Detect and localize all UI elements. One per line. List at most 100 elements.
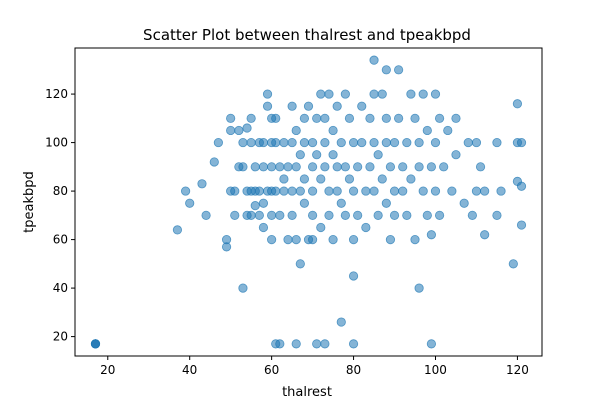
scatter-point — [353, 162, 363, 172]
scatter-point — [221, 242, 232, 252]
scatter-point — [271, 113, 281, 123]
x-tick-label: 60 — [264, 363, 279, 377]
scatter-point — [287, 210, 297, 220]
scatter-point — [295, 150, 305, 160]
scatter-point — [418, 186, 428, 196]
scatter-point — [516, 137, 527, 148]
scatter-point — [414, 162, 424, 172]
scatter-point — [258, 162, 269, 172]
scatter-point — [340, 89, 350, 99]
scatter-point — [336, 317, 346, 327]
scatter-point — [328, 234, 338, 245]
scatter-point — [307, 137, 318, 148]
scatter-point — [320, 137, 330, 148]
scatter-point — [287, 101, 297, 111]
scatter-point — [430, 137, 441, 148]
scatter-point — [398, 186, 408, 196]
scatter-point — [246, 137, 256, 148]
scatter-point — [303, 101, 314, 111]
scatter-point — [271, 186, 281, 196]
scatter-point — [512, 99, 523, 109]
scatter-point — [328, 150, 338, 160]
scatter-point — [492, 210, 502, 220]
y-tick-label: 100 — [45, 136, 68, 150]
scatter-point — [385, 162, 396, 172]
scatter-point — [258, 222, 269, 233]
scatter-point — [307, 186, 318, 196]
scatter-point — [209, 157, 219, 167]
x-tick-label: 100 — [424, 363, 447, 377]
scatter-point — [398, 162, 408, 172]
scatter-point — [447, 186, 457, 196]
scatter-point — [246, 210, 256, 220]
scatter-point — [197, 179, 207, 189]
scatter-point — [394, 65, 404, 75]
scatter-point — [414, 283, 424, 293]
scatter-point — [377, 174, 387, 184]
scatter-point — [348, 137, 359, 148]
scatter-point — [348, 339, 359, 349]
scatter-point — [213, 137, 223, 148]
scatter-point — [287, 137, 297, 148]
x-axis: 20 40 60 80 100 120 — [100, 356, 529, 377]
scatter-point — [369, 89, 379, 99]
scatter-point — [185, 198, 195, 208]
scatter-point — [238, 137, 248, 148]
scatter-point — [316, 222, 326, 233]
scatter-point — [389, 137, 400, 148]
scatter-point — [357, 137, 367, 148]
scatter-point — [291, 162, 301, 172]
scatter-point — [459, 198, 469, 208]
scatter-point — [328, 125, 338, 136]
x-axis-label: thalrest — [282, 385, 332, 400]
y-tick-label: 80 — [53, 184, 68, 198]
scatter-point — [250, 201, 260, 211]
scatter-point — [312, 113, 322, 123]
scatter-point — [201, 210, 211, 220]
scatter-point — [377, 89, 387, 99]
scatter-point — [332, 186, 342, 196]
scatter-point — [307, 210, 318, 220]
scatter-point — [246, 113, 256, 123]
plot-frame — [74, 47, 543, 357]
scatter-point — [426, 230, 436, 240]
scatter-point — [316, 174, 326, 184]
scatter-point — [422, 125, 432, 136]
scatter-point — [369, 186, 379, 196]
scatter-point — [381, 198, 391, 208]
scatter-point — [480, 230, 490, 240]
scatter-point — [242, 123, 252, 133]
scatter-point — [332, 101, 342, 111]
scatter-point — [443, 125, 453, 136]
scatter-point — [357, 101, 367, 111]
scatter-point — [320, 113, 330, 123]
scatter-point — [418, 89, 428, 99]
scatter-point — [353, 210, 363, 220]
scatter-point — [451, 113, 461, 123]
scatter-point — [361, 186, 371, 196]
scatter-point — [312, 339, 322, 349]
scatter-point — [348, 234, 359, 245]
scatter-point — [324, 210, 334, 220]
scatter-point — [320, 162, 330, 172]
chart-title: Scatter Plot between thalrest and tpeakb… — [143, 26, 471, 44]
scatter-point — [406, 89, 416, 99]
scatter-point — [381, 137, 391, 148]
scatter-point — [312, 150, 322, 160]
y-axis: 20 40 60 80 100 120 — [45, 87, 75, 344]
scatter-point — [373, 210, 383, 220]
scatter-point — [402, 210, 412, 220]
scatter-point — [275, 339, 285, 349]
x-tick-label: 40 — [182, 363, 197, 377]
scatter-point — [238, 283, 248, 293]
scatter-point — [295, 186, 305, 196]
scatter-point — [381, 65, 391, 75]
scatter-point — [230, 210, 240, 220]
scatter-point — [262, 101, 273, 111]
scatter-point — [475, 162, 486, 172]
scatter-point — [361, 222, 371, 233]
scatter-point — [389, 186, 400, 196]
y-tick-label: 40 — [53, 281, 68, 295]
scatter-point — [267, 210, 277, 220]
x-tick-label: 120 — [506, 363, 529, 377]
